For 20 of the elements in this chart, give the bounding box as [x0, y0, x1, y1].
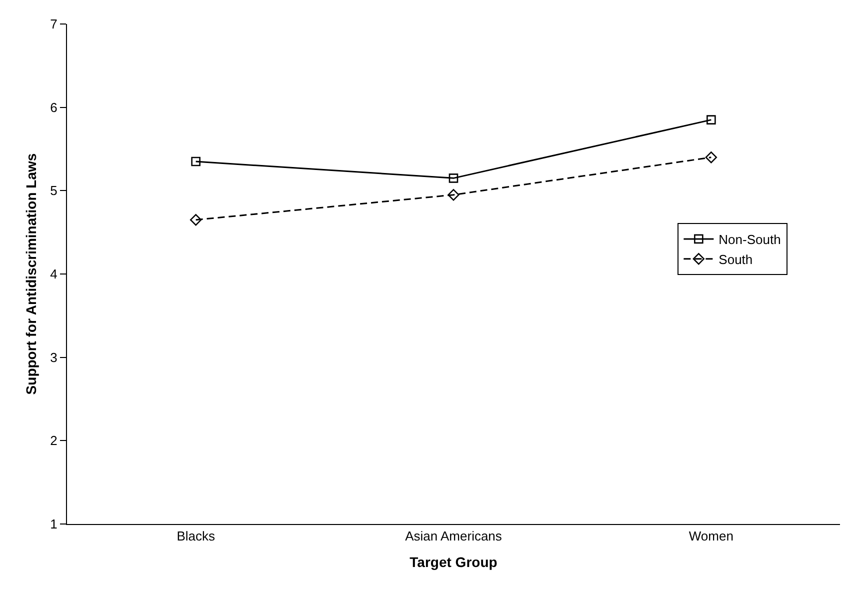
point	[190, 214, 202, 226]
point	[191, 156, 200, 166]
y-tick-label: 1	[50, 516, 58, 532]
x-tick-label: Asian Americans	[405, 528, 502, 544]
point	[448, 174, 458, 183]
y-tick-label: 2	[50, 433, 58, 448]
point	[706, 115, 716, 124]
x-axis-title: Target Group	[410, 554, 498, 570]
legend-label: Non-South	[718, 232, 781, 248]
y-tick-label: 4	[50, 266, 58, 282]
x-tick-label: Blacks	[176, 528, 216, 544]
y-tick-label: 3	[50, 350, 58, 365]
legend-label: South	[718, 252, 753, 267]
y-tick-label: 5	[50, 183, 58, 198]
y-axis-title: Support for Antidiscrimination Laws	[22, 153, 39, 395]
point	[705, 151, 718, 164]
x-tick-label: Women	[688, 528, 734, 544]
y-tick-label: 7	[50, 16, 58, 32]
y-tick-label: 6	[50, 100, 58, 115]
point	[448, 188, 460, 201]
